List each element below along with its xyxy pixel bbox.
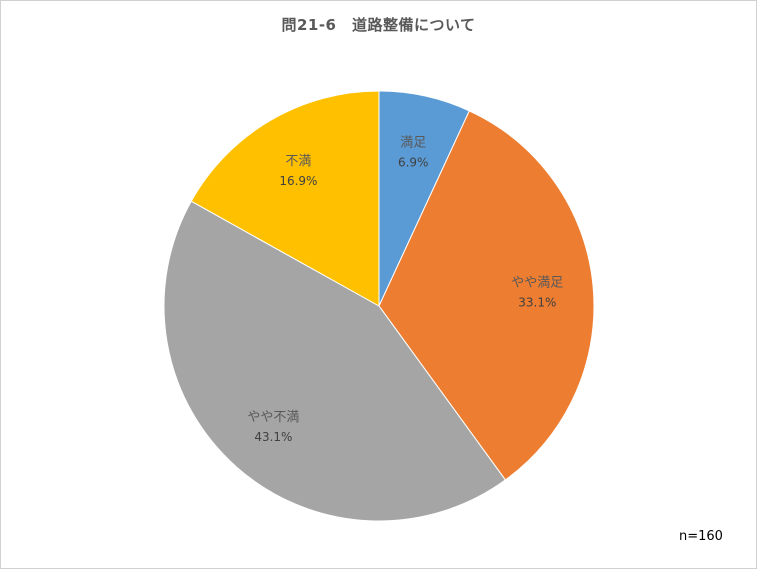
slice-percent-label: 16.9% [279, 174, 317, 188]
pie-slice-yaya-manzoku [378, 110, 595, 481]
slice-category-label: 不満 [285, 154, 311, 169]
sample-size-note: n=160 [679, 529, 723, 544]
slice-category-label: やや満足 [511, 276, 563, 291]
slice-category-label: 満足 [400, 136, 426, 151]
chart-title: 問21-6 道路整備について [281, 16, 476, 34]
pie-labels: 満足 6.9% やや満足 33.1% やや不満 43.1% 不満 16.9% [247, 136, 563, 444]
slice-percent-label: 33.1% [518, 296, 556, 310]
slice-percent-label: 6.9% [398, 156, 429, 170]
slice-category-label: やや不満 [247, 410, 299, 425]
pie-slices [163, 90, 595, 522]
pie-slice-fuman [190, 90, 380, 307]
slice-percent-label: 43.1% [254, 430, 292, 444]
pie-slice-yaya-fuman [163, 200, 507, 522]
